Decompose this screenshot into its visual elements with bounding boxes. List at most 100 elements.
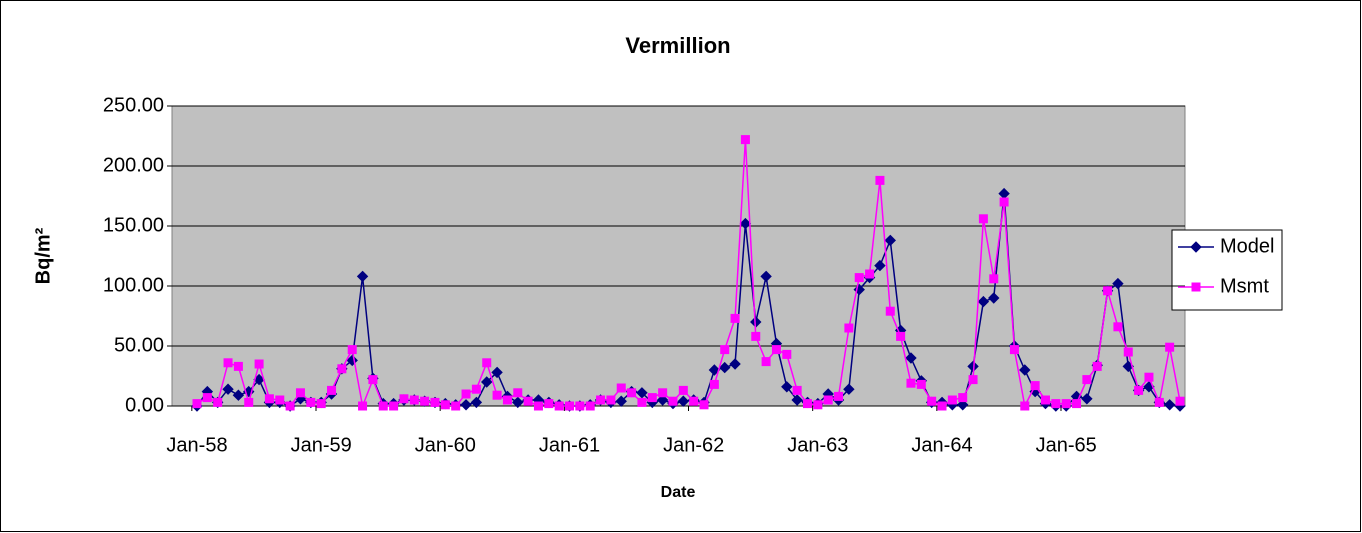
marker xyxy=(533,401,543,411)
marker xyxy=(222,383,234,395)
marker xyxy=(295,388,305,398)
marker xyxy=(978,214,988,224)
marker xyxy=(656,394,669,406)
marker xyxy=(905,352,917,364)
marker xyxy=(1175,396,1185,406)
marker xyxy=(264,394,274,404)
marker xyxy=(937,401,947,411)
marker xyxy=(885,306,895,316)
marker xyxy=(875,175,885,185)
marker xyxy=(461,389,471,399)
marker xyxy=(1103,286,1113,296)
marker xyxy=(916,379,926,389)
marker xyxy=(884,234,896,247)
marker xyxy=(409,395,419,405)
marker xyxy=(1082,375,1092,385)
marker xyxy=(244,397,254,407)
y-tick-label: 0.00 xyxy=(125,394,164,416)
marker xyxy=(730,313,740,323)
marker xyxy=(502,395,512,405)
x-tick-label: Jan-59 xyxy=(291,434,352,456)
marker xyxy=(677,395,690,407)
marker xyxy=(492,390,502,400)
marker xyxy=(471,384,481,394)
marker xyxy=(658,388,668,398)
chart-title: Vermillion xyxy=(625,33,730,58)
marker xyxy=(337,364,347,374)
marker xyxy=(958,393,968,403)
marker xyxy=(751,331,761,341)
marker xyxy=(451,401,461,411)
marker xyxy=(615,395,627,407)
marker xyxy=(1030,381,1040,391)
marker xyxy=(192,399,202,409)
marker xyxy=(223,358,233,368)
marker xyxy=(699,400,709,410)
marker xyxy=(906,378,916,388)
marker xyxy=(399,394,409,404)
marker xyxy=(616,383,626,393)
marker xyxy=(491,366,503,379)
marker xyxy=(254,359,264,369)
marker xyxy=(1072,399,1082,409)
marker xyxy=(275,395,285,405)
marker xyxy=(285,401,295,411)
x-axis-label: Date xyxy=(661,484,696,501)
marker xyxy=(596,395,606,405)
marker xyxy=(554,401,564,411)
y-tick-label: 150.00 xyxy=(103,214,164,236)
x-tick-label: Jan-58 xyxy=(166,434,227,456)
marker xyxy=(1019,364,1031,376)
marker xyxy=(999,197,1009,207)
x-tick-label: Jan-65 xyxy=(1036,434,1097,456)
x-tick-label: Jan-64 xyxy=(911,434,972,456)
marker xyxy=(306,397,316,407)
marker xyxy=(1061,399,1071,409)
marker xyxy=(213,397,223,407)
marker xyxy=(346,354,358,367)
marker xyxy=(874,259,886,272)
marker xyxy=(947,395,957,405)
x-tick-label: Jan-63 xyxy=(787,434,848,456)
x-tick-label: Jan-60 xyxy=(415,434,476,456)
marker xyxy=(356,270,369,283)
marker xyxy=(358,401,368,411)
marker xyxy=(585,401,595,411)
marker xyxy=(1113,322,1123,332)
marker xyxy=(968,375,978,385)
marker xyxy=(1020,401,1030,411)
marker xyxy=(729,358,741,370)
marker xyxy=(823,395,833,405)
marker xyxy=(482,358,492,368)
marker xyxy=(512,396,524,409)
marker xyxy=(760,270,772,283)
marker xyxy=(523,396,533,406)
y-tick-label: 250.00 xyxy=(103,94,164,116)
marker xyxy=(1134,385,1144,395)
marker xyxy=(430,397,440,407)
marker xyxy=(844,323,854,333)
legend-label: Msmt xyxy=(1220,275,1269,297)
marker xyxy=(927,396,937,406)
y-tick-label: 100.00 xyxy=(103,274,164,296)
marker xyxy=(1144,372,1154,382)
y-tick-label: 50.00 xyxy=(114,334,164,356)
marker xyxy=(389,401,399,411)
marker xyxy=(792,385,802,395)
marker xyxy=(202,393,212,403)
marker xyxy=(460,399,472,411)
legend-label: Model xyxy=(1220,235,1274,257)
marker xyxy=(988,292,1000,304)
marker xyxy=(1040,395,1050,405)
marker xyxy=(544,399,554,409)
marker xyxy=(481,376,493,388)
marker xyxy=(1112,277,1124,290)
marker xyxy=(689,396,699,406)
marker xyxy=(668,396,678,406)
marker xyxy=(1154,397,1164,407)
marker xyxy=(708,364,721,376)
marker xyxy=(834,391,844,401)
marker xyxy=(761,357,771,367)
marker xyxy=(739,217,752,230)
